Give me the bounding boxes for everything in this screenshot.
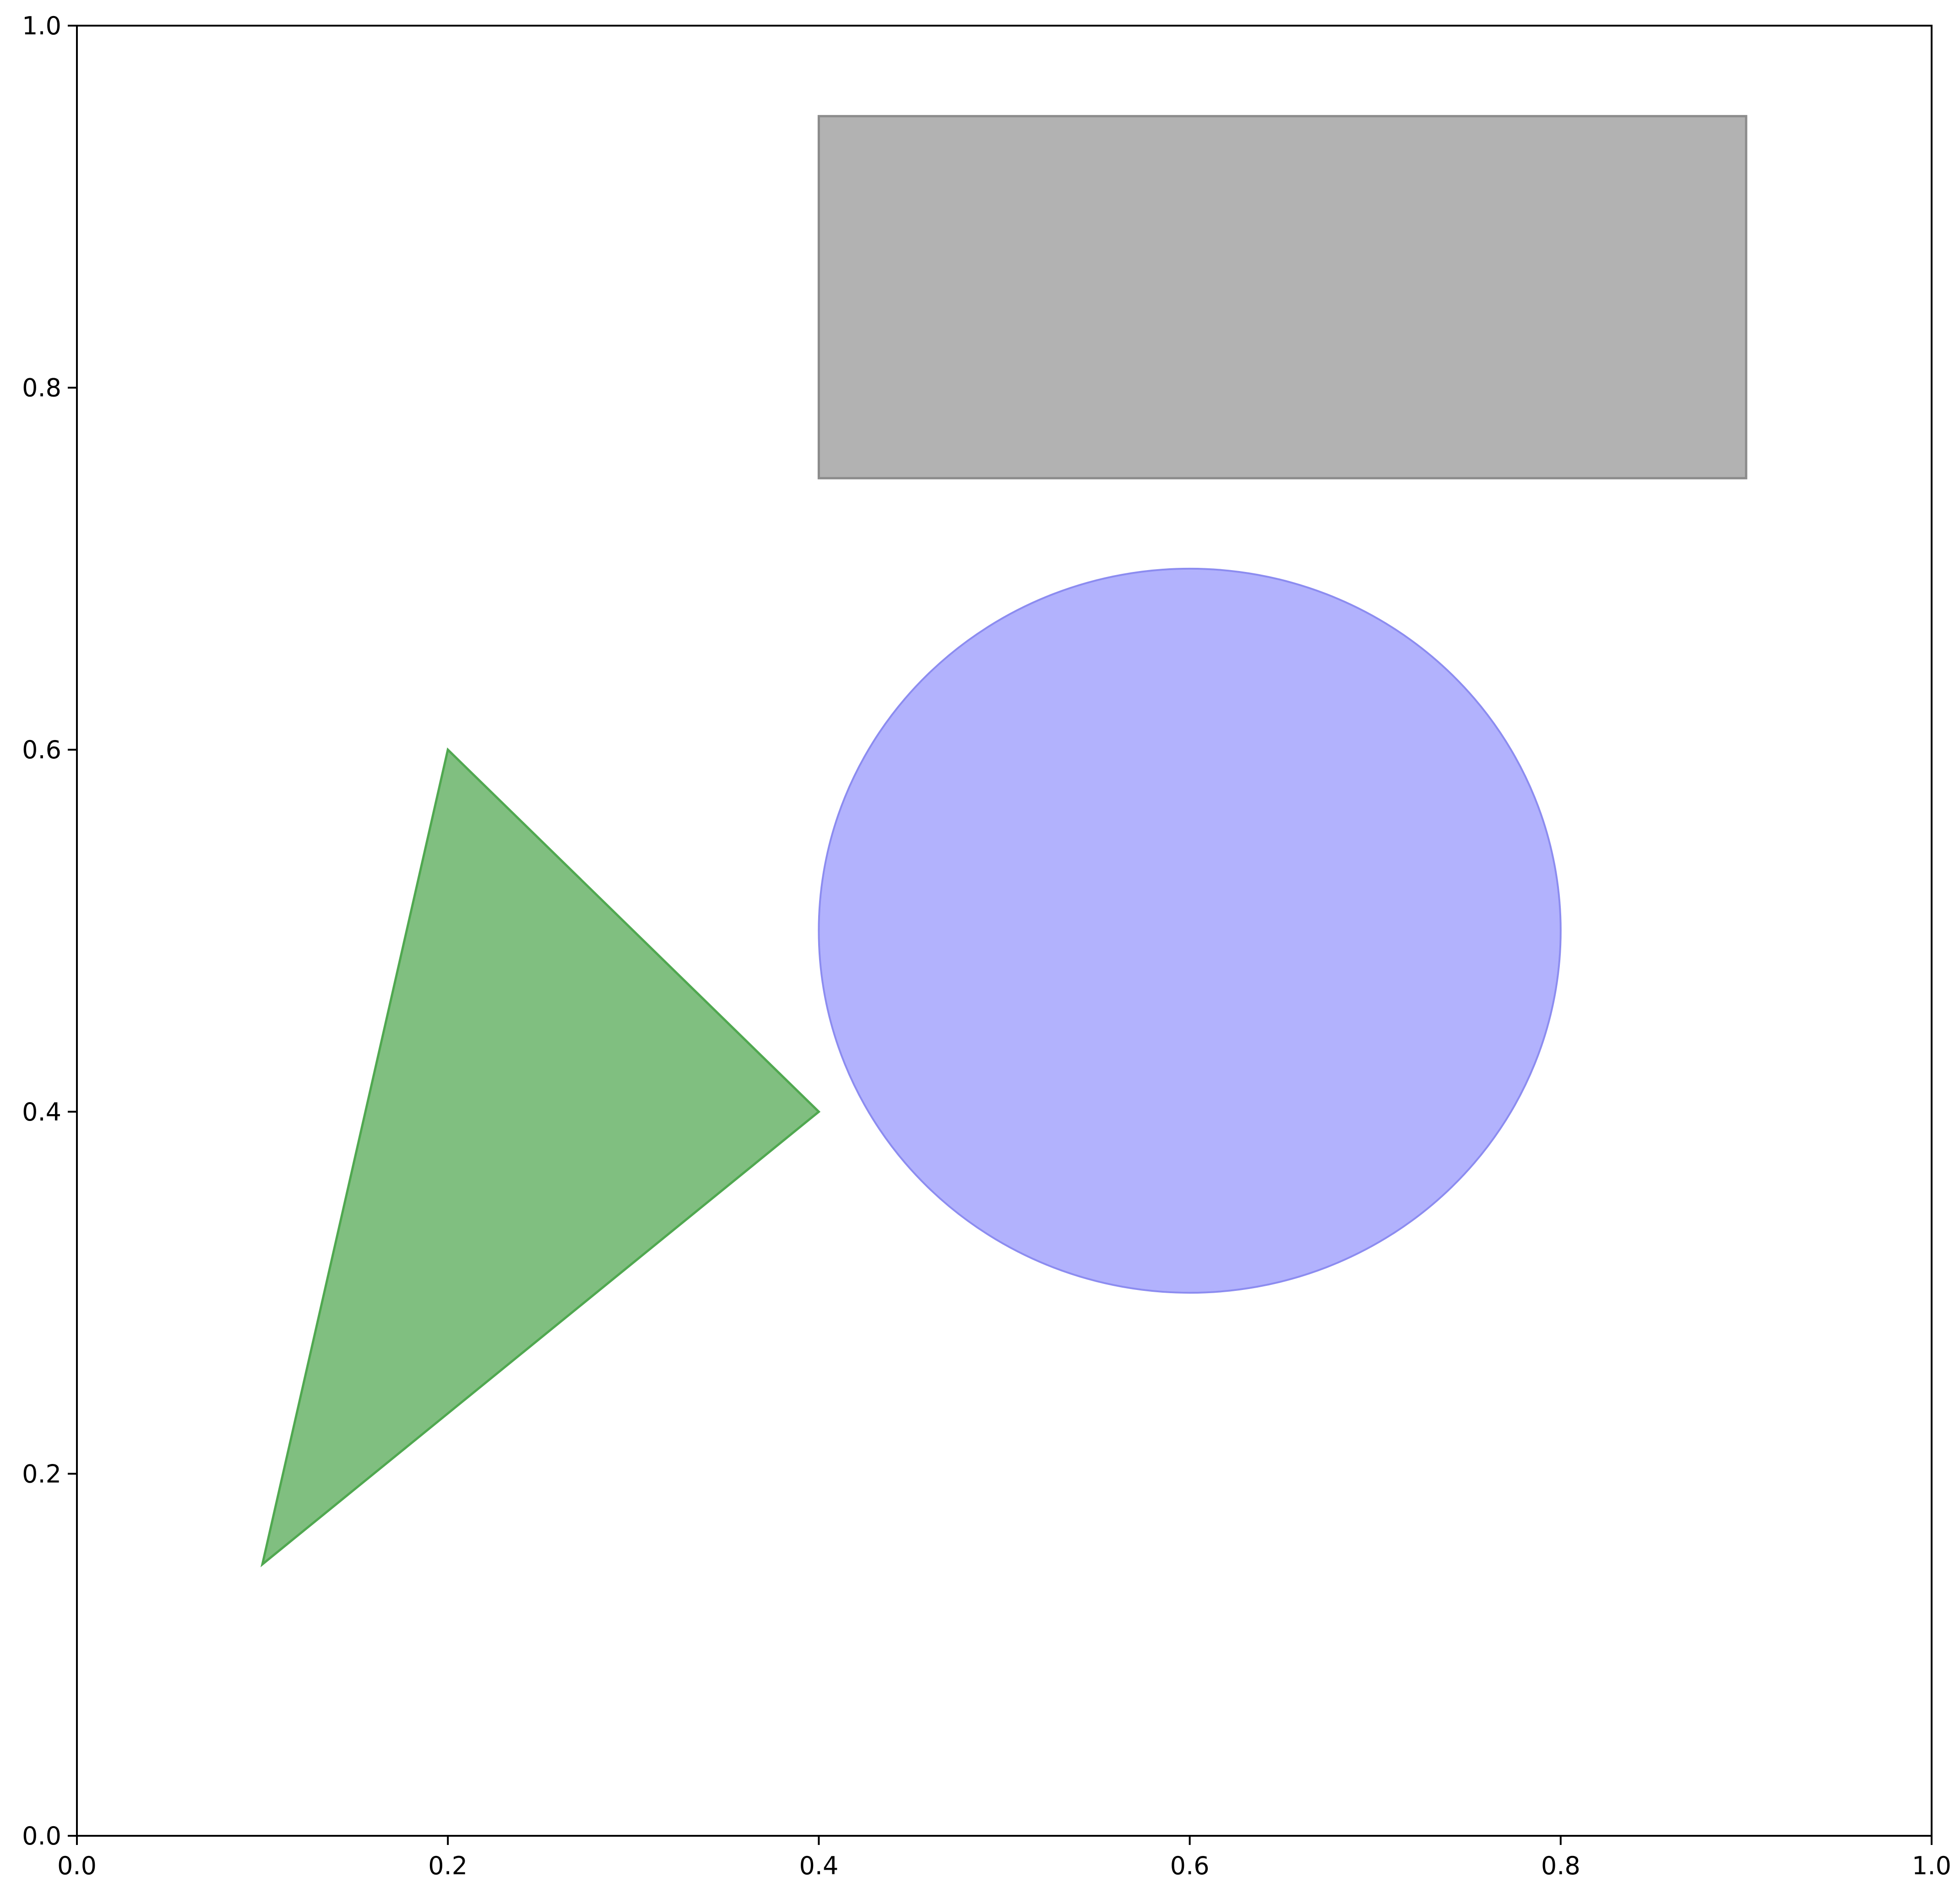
y-tick-label: 0.2 (22, 1459, 61, 1488)
x-tick-label: 0.6 (1170, 1851, 1210, 1880)
shapes-layer (262, 116, 1746, 1564)
green-triangle (262, 750, 819, 1564)
blue-ellipse (819, 569, 1560, 1293)
x-tick-label: 0.8 (1541, 1851, 1580, 1880)
x-tick-label: 0.2 (428, 1851, 467, 1880)
y-tick-label: 0.4 (22, 1098, 61, 1126)
x-tick-label: 1.0 (1912, 1851, 1951, 1880)
y-tick-label: 0.6 (22, 735, 61, 764)
y-tick-label: 0.0 (22, 1822, 61, 1850)
x-tick-label: 0.0 (57, 1851, 97, 1880)
x-tick-label: 0.4 (799, 1851, 838, 1880)
y-tick-label: 0.8 (22, 374, 61, 403)
y-axis: 0.0 0.2 0.4 0.6 0.8 1.0 (22, 11, 77, 1850)
x-axis: 0.0 0.2 0.4 0.6 0.8 1.0 (57, 1836, 1951, 1880)
y-tick-label: 1.0 (22, 11, 61, 40)
gray-rectangle (819, 116, 1746, 479)
